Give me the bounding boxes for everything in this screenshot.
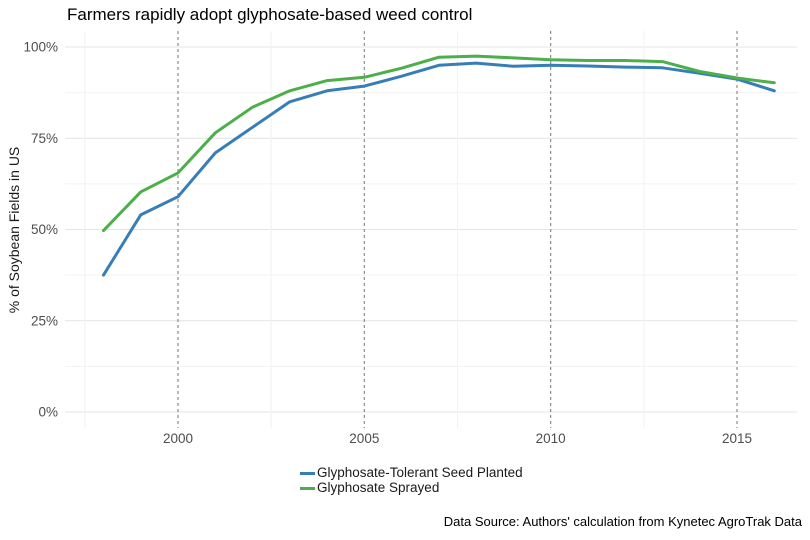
series-line: [102, 54, 776, 233]
legend-item: Glyphosate Sprayed: [300, 481, 523, 495]
y-tick-label: 100%: [23, 40, 58, 55]
y-tick-label: 50%: [31, 222, 58, 237]
x-tick-label: 2000: [163, 431, 193, 446]
legend-label: Glyphosate-Tolerant Seed Planted: [317, 465, 523, 480]
legend-line-swatch: [300, 486, 315, 490]
x-tick-label: 2005: [349, 431, 379, 446]
y-tick-label: 25%: [31, 313, 58, 328]
y-tick-label: 0%: [38, 405, 58, 420]
legend-item: Glyphosate-Tolerant Seed Planted: [300, 466, 523, 480]
x-tick-label: 2015: [722, 431, 752, 446]
y-tick-label: 75%: [31, 131, 58, 146]
legend: Glyphosate-Tolerant Seed Planted Glyphosa…: [300, 466, 523, 495]
series-line: [102, 61, 776, 277]
data-source-caption: Data Source: Authors' calculation from K…: [443, 514, 802, 529]
chart-title: Farmers rapidly adopt glyphosate-based w…: [67, 5, 473, 24]
legend-label: Glyphosate Sprayed: [317, 480, 440, 495]
x-tick-label: 2010: [536, 431, 566, 446]
legend-line-swatch: [300, 471, 315, 475]
